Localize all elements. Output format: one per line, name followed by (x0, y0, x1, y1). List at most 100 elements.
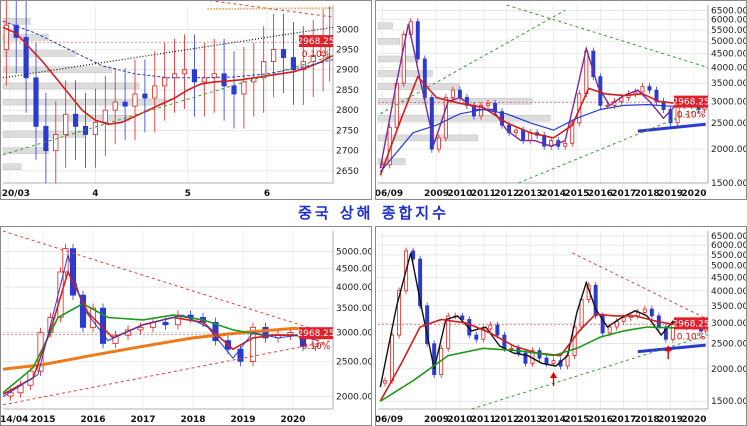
series-line (637, 122, 706, 133)
x-tick-label: 2017 (611, 189, 636, 199)
volume-profile-bar (2, 163, 22, 171)
last-price-label: 2968.25 (672, 98, 709, 108)
candle-body (460, 315, 465, 320)
x-tick-label: 5 (185, 189, 191, 199)
candle-body (43, 125, 49, 152)
candle-body (642, 308, 647, 313)
y-tick-label: 1500.00 (711, 179, 747, 189)
chart-svg-weekly-2006-b: 1500.00 2000.00 2500.00 3000.00 3500.00 4000.… (376, 231, 747, 425)
candle-body (73, 113, 79, 127)
candle-body (418, 258, 423, 307)
candle-body (443, 97, 448, 139)
candle-body (649, 308, 654, 317)
candle-body (570, 122, 575, 144)
chart-title: 중국 상해 종합지수 (298, 204, 449, 222)
series-line (379, 75, 706, 176)
candle-body (457, 89, 462, 98)
candle-body (142, 93, 148, 99)
volume-profile-bar (377, 55, 415, 63)
y-tick-label: 6000.00 (711, 16, 747, 26)
y-tick-label: 4500.00 (711, 273, 747, 283)
candle-body (137, 326, 144, 331)
candle-body (474, 334, 479, 340)
y-tick-label: 3500.00 (711, 79, 747, 89)
candle-body (432, 343, 437, 376)
y-tick-label: 3000.00 (336, 329, 372, 339)
series-line (572, 252, 709, 320)
candle-body (13, 24, 19, 38)
last-price-label: 2968.25 (297, 37, 334, 47)
last-price-badge (299, 35, 333, 48)
x-tick-label: 2017 (130, 415, 155, 425)
candle-body (670, 322, 675, 340)
series-line (518, 104, 709, 184)
series-line (637, 343, 706, 354)
y-tick-label: 2500.00 (711, 119, 747, 129)
candle-body (201, 77, 207, 83)
candle-body (33, 77, 39, 127)
y-tick-label: 5000.00 (336, 248, 372, 258)
x-tick-label: 2016 (80, 415, 105, 425)
x-tick-label: 2016 (588, 189, 613, 199)
y-tick-label: 3500.00 (336, 304, 372, 314)
x-tick-label: 2013 (518, 189, 543, 199)
x-tick-label: 2014 (541, 415, 566, 425)
y-tick-label: 2950 (336, 46, 359, 56)
candle-body (668, 109, 673, 124)
candle-body (132, 93, 138, 107)
series-line (506, 4, 709, 68)
y-tick-label: 3000.00 (711, 97, 747, 107)
candle-body (152, 85, 158, 99)
y-tick-label: 2900 (336, 66, 359, 76)
x-tick-label: 2018 (180, 415, 205, 425)
y-tick-label: 3000.00 (711, 319, 747, 329)
series-line (471, 334, 709, 410)
candle-body (122, 101, 128, 107)
y-tick-label: 2850 (336, 86, 359, 96)
series-line (2, 326, 319, 371)
candle-body (397, 290, 402, 336)
candle-body (446, 315, 451, 349)
candle-body (401, 33, 406, 84)
candle-body (563, 142, 568, 147)
candle-body (415, 21, 420, 60)
candle-body (271, 49, 277, 63)
candle-body (647, 86, 652, 91)
last-price-badge (299, 327, 333, 340)
series-line (2, 26, 334, 126)
x-tick-label: 2020 (280, 415, 305, 425)
x-tick-label: 2016 (588, 415, 613, 425)
candle-body (221, 73, 227, 87)
x-tick-label: 2006/09 (376, 189, 403, 199)
y-tick-label: 2500.00 (711, 340, 747, 350)
candle-body (191, 69, 197, 83)
candle-body (450, 89, 455, 98)
candle-body (102, 109, 108, 123)
candle-body (112, 334, 119, 344)
y-tick-label: 1500.00 (711, 397, 747, 407)
candle-body (509, 347, 514, 350)
candle-body (481, 328, 486, 340)
candle-body (593, 284, 598, 317)
candle-body (63, 113, 69, 135)
candle-body (261, 61, 267, 79)
x-tick-label: 2020/03 (1, 189, 30, 199)
series-line (2, 340, 334, 406)
x-tick-label: 2015 (564, 189, 589, 199)
volume-profile-bar (2, 17, 31, 25)
candle-body (181, 69, 188, 75)
candle-body (3, 24, 9, 50)
chart-svg-daily-2020: 2650 2700 2750 2800 2850 2900 2950 3000 2020/03 4… (1, 1, 359, 199)
last-price-badge (674, 95, 708, 108)
y-tick-label: 5500.00 (711, 251, 747, 261)
candle-body (310, 55, 316, 63)
marker-arrow-head (664, 345, 672, 352)
x-tick-label: 2006/09 (376, 415, 403, 425)
y-tick-label: 5000.00 (711, 262, 747, 272)
y-tick-label: 6500.00 (711, 232, 747, 242)
candle-body (579, 299, 584, 328)
candle-body (174, 314, 182, 326)
candle-body (7, 392, 14, 397)
series-line (379, 103, 706, 173)
y-tick-label: 3500.00 (711, 302, 747, 312)
